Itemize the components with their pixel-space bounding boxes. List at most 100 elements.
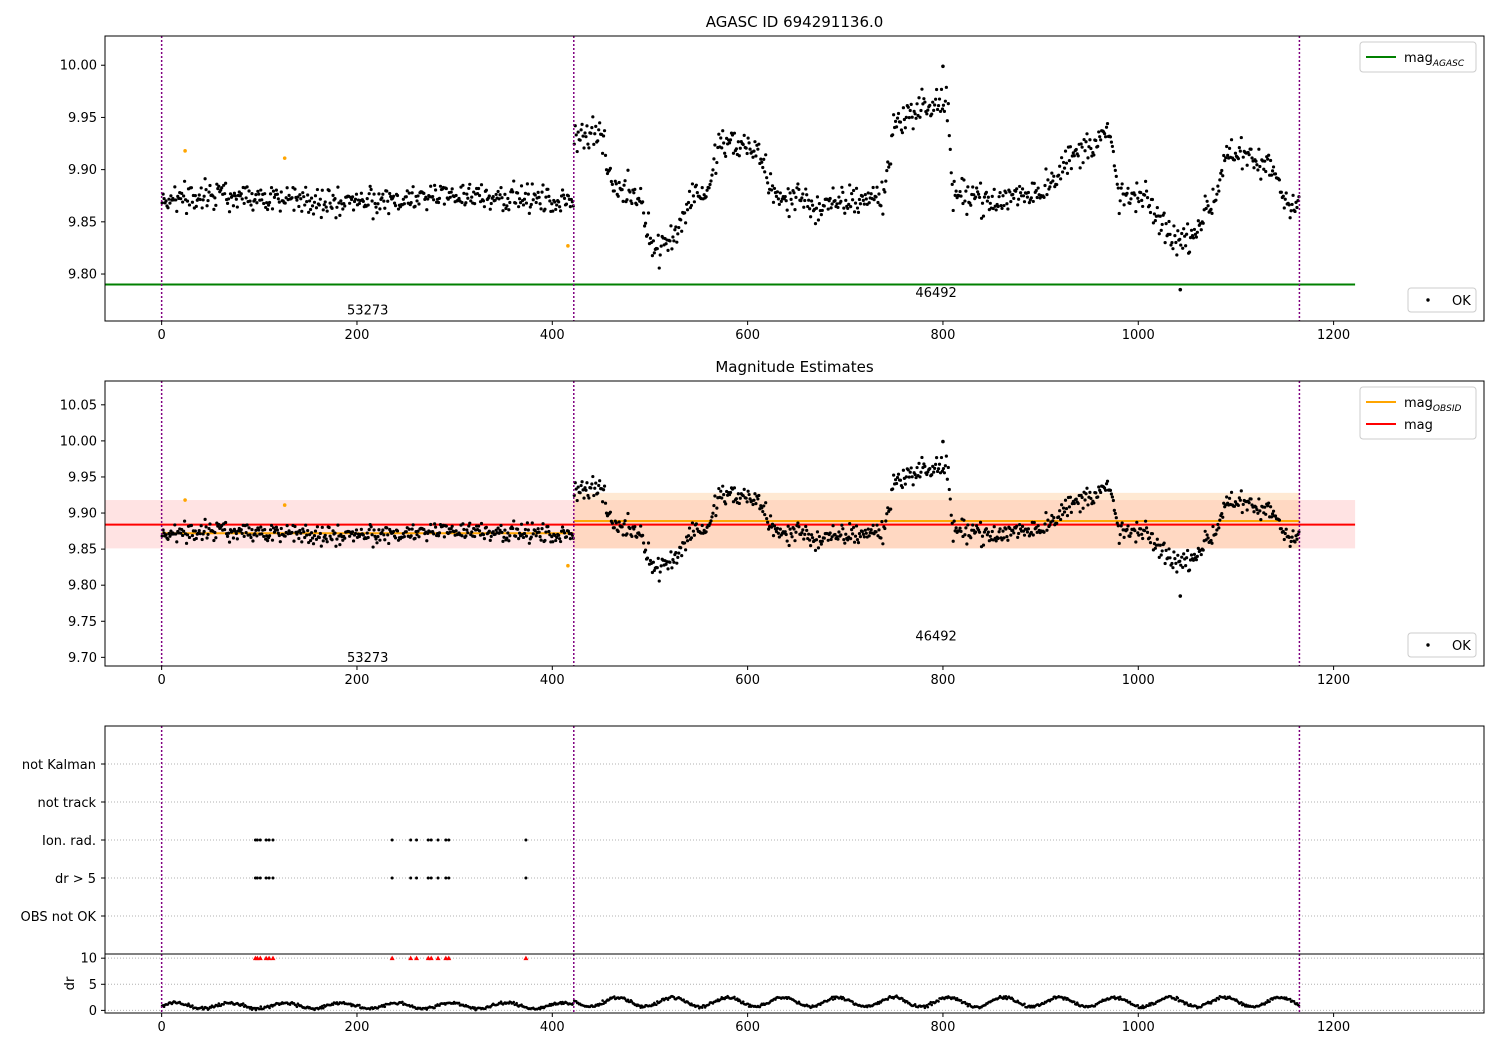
estimates-point <box>1141 536 1145 541</box>
agasc-point <box>484 188 488 192</box>
estimates-point <box>594 481 598 485</box>
agasc-point <box>1236 157 1240 161</box>
agasc-point <box>766 181 770 185</box>
agasc-point <box>187 203 192 207</box>
estimates-point <box>816 546 821 550</box>
dr-ytick-label: 5 <box>89 978 97 993</box>
dr-point <box>1268 1000 1271 1003</box>
estimates-point <box>311 542 316 546</box>
estimates-point <box>224 520 228 525</box>
dr-capped-marker <box>270 955 276 961</box>
agasc-point <box>736 140 740 144</box>
dr-point <box>1149 1003 1152 1007</box>
dr-point <box>839 995 843 999</box>
estimates-point <box>489 534 493 539</box>
agasc-point <box>813 222 818 226</box>
estimates-legend-marker <box>1426 643 1430 647</box>
estimates-xtick-label: 1200 <box>1317 673 1350 688</box>
agasc-point <box>233 194 237 198</box>
estimates-point <box>201 532 205 536</box>
agasc-point <box>251 208 255 212</box>
estimates-point <box>1273 514 1278 518</box>
estimates-point <box>182 529 186 533</box>
agasc-point <box>401 197 405 201</box>
estimates-point <box>539 538 543 542</box>
estimates-point <box>372 528 376 532</box>
agasc-point <box>349 197 354 202</box>
estimates-point <box>1112 508 1116 513</box>
estimates-point <box>747 492 751 497</box>
agasc-point <box>1072 154 1076 158</box>
agasc-point <box>911 127 915 131</box>
estimates-point <box>1143 529 1147 533</box>
estimates-point <box>746 489 750 493</box>
agasc-point <box>904 115 908 119</box>
estimates-point <box>861 532 865 536</box>
estimates-point <box>1025 530 1030 534</box>
flag-point <box>415 838 419 842</box>
estimates-point <box>527 541 531 545</box>
agasc-point <box>534 200 538 205</box>
dr-point <box>259 1005 263 1008</box>
agasc-point <box>843 211 847 215</box>
agasc-point <box>1114 174 1118 178</box>
agasc-point <box>1205 199 1209 203</box>
agasc-point <box>1153 219 1157 223</box>
estimates-point <box>179 531 183 535</box>
estimates-point <box>1120 521 1124 525</box>
estimates-point <box>941 466 946 471</box>
agasc-point <box>1199 228 1203 232</box>
estimates-point <box>910 475 914 479</box>
estimates-point <box>336 523 340 527</box>
agasc-point <box>603 153 608 157</box>
estimates-point <box>831 524 835 528</box>
estimates-point <box>810 536 815 540</box>
estimates-point <box>935 469 940 474</box>
dr-point <box>162 1005 166 1009</box>
agasc-point <box>583 131 587 135</box>
estimates-point <box>306 528 310 533</box>
dr-point <box>191 1004 194 1007</box>
estimates-point <box>676 555 680 560</box>
agasc-point <box>256 189 260 193</box>
estimates-point <box>871 523 875 527</box>
agasc-xtick-label: 0 <box>158 328 166 343</box>
agasc-point <box>1078 166 1082 170</box>
estimates-point <box>934 456 939 460</box>
agasc-point <box>254 193 258 197</box>
estimates-point <box>1164 548 1168 552</box>
estimates-point <box>1180 555 1184 559</box>
estimates-point <box>808 538 812 542</box>
estimates-point <box>387 541 391 546</box>
estimates-point <box>793 539 797 543</box>
agasc-point <box>365 197 369 201</box>
agasc-point <box>1255 163 1259 167</box>
estimates-point <box>814 538 819 542</box>
estimates-point <box>1048 523 1052 527</box>
agasc-title: AGASC ID 694291136.0 <box>706 13 884 31</box>
agasc-point <box>182 194 186 198</box>
estimates-point <box>173 523 177 527</box>
agasc-point <box>433 183 437 187</box>
agasc-point <box>751 155 755 159</box>
estimates-point <box>628 526 632 531</box>
dr-ytick-label: 0 <box>89 1004 97 1019</box>
dr-point <box>1147 1004 1150 1008</box>
estimates-point <box>925 472 929 477</box>
estimates-point <box>639 524 643 528</box>
estimates-point <box>659 564 663 568</box>
agasc-point <box>526 192 530 196</box>
agasc-point <box>969 203 973 207</box>
agasc-xtick-label: 600 <box>735 328 760 343</box>
estimates-point <box>683 541 687 545</box>
agasc-point <box>203 177 207 181</box>
agasc-point <box>576 130 580 134</box>
estimates-point <box>498 528 502 532</box>
agasc-point <box>1045 192 1049 197</box>
estimates-point <box>310 536 315 540</box>
agasc-point <box>1227 146 1232 150</box>
estimates-point <box>331 529 335 533</box>
agasc-point <box>367 192 371 196</box>
estimates-point <box>601 488 606 492</box>
agasc-point <box>239 192 243 196</box>
